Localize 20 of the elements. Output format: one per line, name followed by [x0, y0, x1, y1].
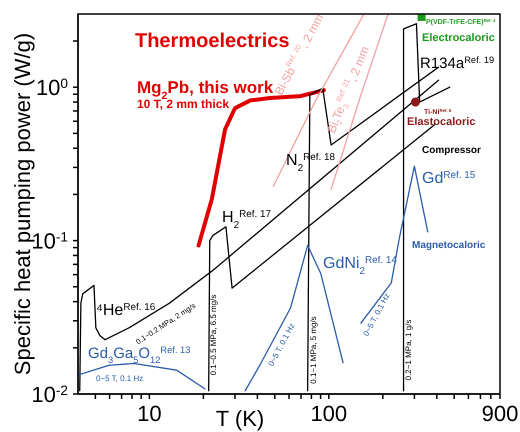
x-tick-label: 900 — [482, 401, 518, 426]
y-tick-label: 10$^{0}$ — [36, 75, 68, 100]
annotation: Magnetocaloric — [412, 240, 486, 251]
annotation: 0~5 T, 0.1 Hz — [96, 374, 144, 383]
x-tick-label: 100 — [310, 401, 348, 426]
annotation: Gd$^{Ref. 15}$ — [422, 170, 476, 187]
annotation: Compressor — [422, 145, 482, 156]
annotation: Thermoelectrics — [135, 30, 290, 52]
annotation: Electrocaloric — [422, 32, 495, 44]
annotation: 0.2~1 MPa, 1 g/s — [404, 320, 414, 380]
y-tick-label: 10$^{-2}$ — [31, 382, 68, 407]
annotation: ⁴He$^{Ref. 16}$ — [96, 302, 156, 319]
annotation: R134a$^{Ref. 19}$ — [420, 55, 494, 72]
annotation: Elastocaloric — [407, 116, 476, 128]
annotation: 0.1~0.5 MPa, 6.5 mg/s — [209, 294, 218, 376]
x-tick-label: 10 — [137, 401, 162, 426]
annotation: 0~5 T, 0.1 Hz — [362, 292, 392, 338]
x-axis-title: T (K) — [216, 406, 264, 431]
annotation: 0.1~1 MPa, 5 mg/s — [309, 316, 318, 384]
annotation: 0~5 T, 0.1 Hz — [266, 322, 297, 368]
